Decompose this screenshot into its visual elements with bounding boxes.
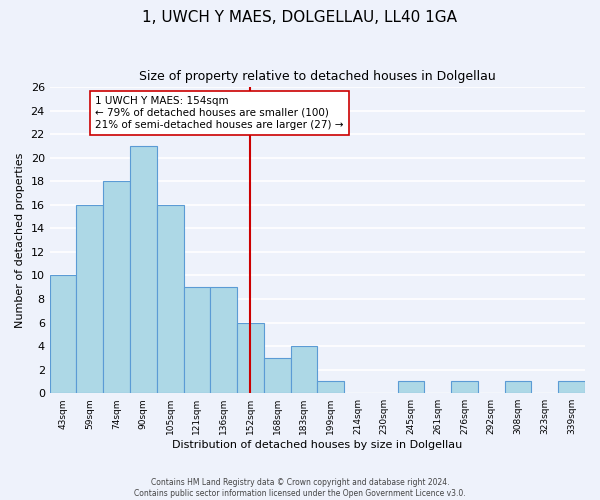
Text: 1 UWCH Y MAES: 154sqm
← 79% of detached houses are smaller (100)
21% of semi-det: 1 UWCH Y MAES: 154sqm ← 79% of detached … xyxy=(95,96,344,130)
Bar xyxy=(237,322,264,393)
Bar xyxy=(50,276,76,393)
Bar xyxy=(317,382,344,393)
Bar xyxy=(505,382,532,393)
Text: Contains HM Land Registry data © Crown copyright and database right 2024.
Contai: Contains HM Land Registry data © Crown c… xyxy=(134,478,466,498)
Title: Size of property relative to detached houses in Dolgellau: Size of property relative to detached ho… xyxy=(139,70,496,83)
Bar xyxy=(398,382,424,393)
Bar xyxy=(451,382,478,393)
Bar xyxy=(130,146,157,393)
Bar xyxy=(558,382,585,393)
Bar xyxy=(184,287,210,393)
Text: 1, UWCH Y MAES, DOLGELLAU, LL40 1GA: 1, UWCH Y MAES, DOLGELLAU, LL40 1GA xyxy=(143,10,458,25)
Bar xyxy=(264,358,290,393)
X-axis label: Distribution of detached houses by size in Dolgellau: Distribution of detached houses by size … xyxy=(172,440,463,450)
Bar xyxy=(290,346,317,393)
Bar xyxy=(76,204,103,393)
Bar xyxy=(157,204,184,393)
Bar xyxy=(103,181,130,393)
Bar xyxy=(210,287,237,393)
Y-axis label: Number of detached properties: Number of detached properties xyxy=(15,152,25,328)
